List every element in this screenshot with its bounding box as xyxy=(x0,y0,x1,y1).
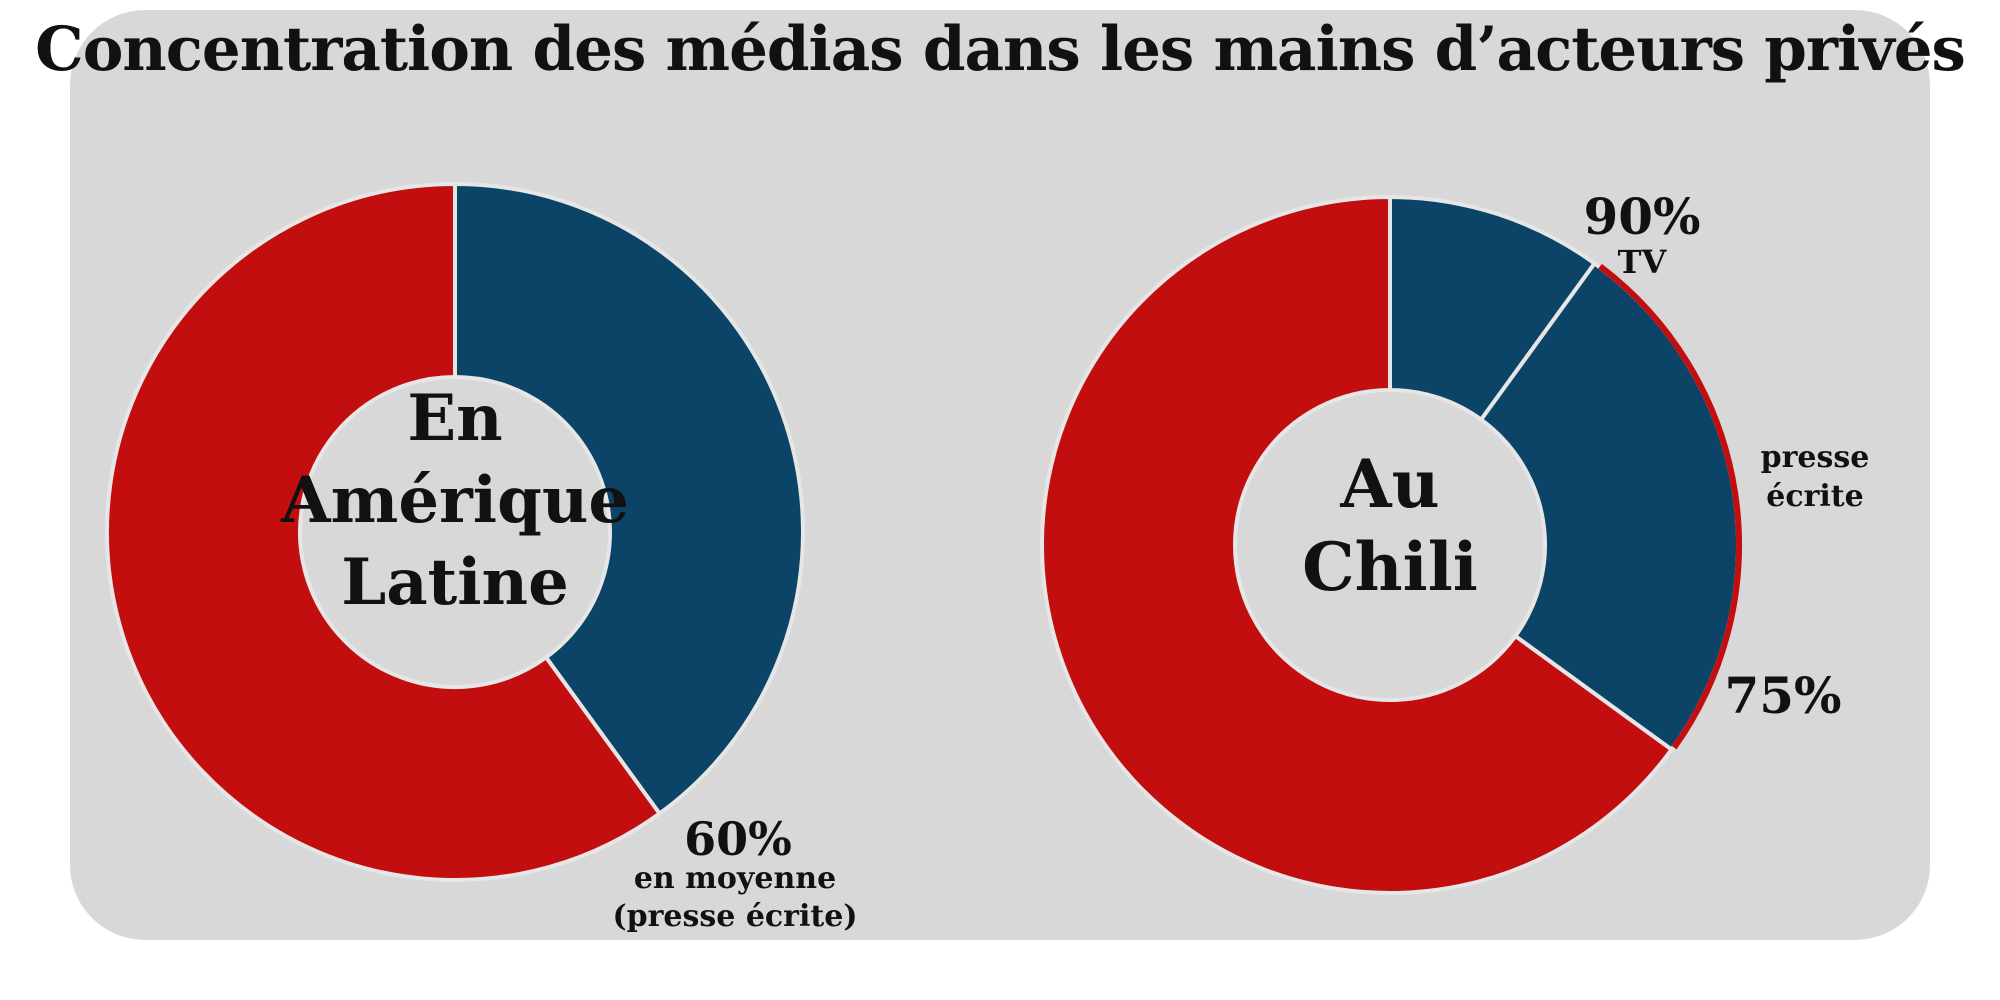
center-label-line: Au xyxy=(1339,445,1439,523)
note-label: écrite xyxy=(1766,479,1864,514)
note-label: TV xyxy=(1618,243,1668,281)
chart-title: Concentration des médias dans les mains … xyxy=(35,14,1966,85)
center-label-line: Latine xyxy=(341,545,569,620)
donut-slice-private xyxy=(453,182,805,816)
note-label: presse xyxy=(1761,440,1870,475)
value-label: 90% xyxy=(1583,187,1700,246)
center-label-line: En xyxy=(407,381,502,456)
note-label: en moyenne xyxy=(634,861,836,896)
donut-slice-other xyxy=(105,182,662,882)
note-label: (presse écrite) xyxy=(612,899,857,934)
donut-slice-other xyxy=(1040,195,1674,895)
value-label: 75% xyxy=(1724,666,1841,725)
center-label-line: Amérique xyxy=(280,463,629,538)
donut-slice-outline-presse xyxy=(1598,263,1742,750)
donut-slice-tv xyxy=(1388,195,1597,422)
value-label: 60% xyxy=(684,812,792,866)
center-label-line: Chili xyxy=(1302,528,1478,606)
